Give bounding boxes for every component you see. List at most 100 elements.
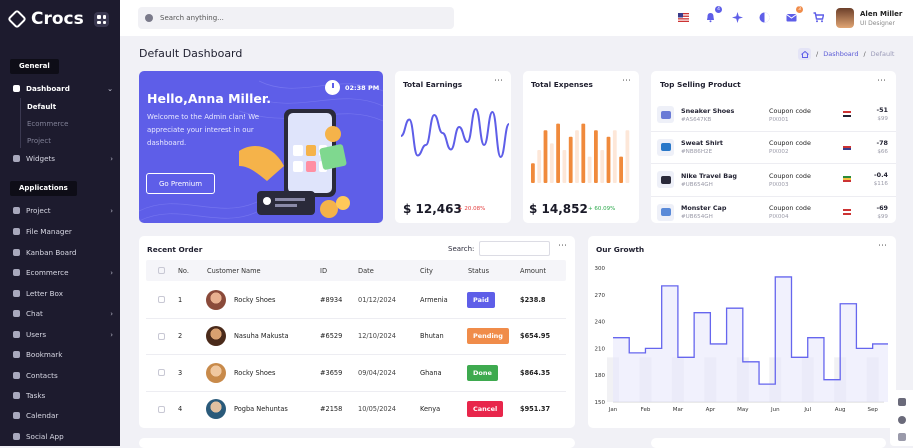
order-city: Bhutan	[420, 332, 444, 340]
product-price: -78 $66	[856, 139, 888, 155]
sidebar-item-letter-box[interactable]: Letter Box	[13, 289, 113, 298]
palette-icon[interactable]	[898, 433, 906, 441]
total-expenses-card: Total Expenses ⋯ $ 14,852 + 60.09%	[523, 71, 639, 223]
col-status[interactable]: Status	[468, 267, 490, 275]
sidebar-subitem-default[interactable]: Default	[27, 103, 57, 111]
search-input[interactable]: Search anything...	[138, 7, 454, 29]
sidebar-item-contacts[interactable]: Contacts	[13, 371, 113, 380]
table-row[interactable]: 2 Nasuha Makusta #6529 12/10/2024 Bhutan…	[146, 318, 566, 355]
expense-bar	[594, 130, 598, 183]
settings-icon[interactable]	[898, 416, 906, 424]
y-tick-label: 150	[595, 400, 606, 406]
customizer-icon[interactable]	[898, 398, 906, 406]
go-premium-button[interactable]: Go Premium	[146, 173, 215, 194]
expense-bar	[568, 136, 573, 183]
user-profile[interactable]: Alen Miller UI Designer	[836, 8, 902, 28]
y-tick-label: 240	[595, 320, 606, 326]
breadcrumb-dashboard[interactable]: Dashboard	[823, 50, 859, 58]
topbar: Search anything... 4 3 Alen Miller UI De…	[120, 0, 913, 36]
table-row[interactable]: 3 Rocky Shoes #3659 09/04/2024 Ghana Don…	[146, 354, 566, 391]
section-applications: Applications	[10, 181, 77, 196]
product-row[interactable]: Monster Cap #UB654GH Coupon code PIX004	[657, 199, 883, 226]
coupon-label: Coupon code	[769, 204, 811, 212]
theme-toggle-icon[interactable]	[759, 12, 770, 23]
x-tick-label: Aug	[835, 407, 846, 413]
product-row[interactable]: Sweat Shirt #NB86H2E Coupon code PIX002	[657, 134, 883, 161]
product-row[interactable]: Nike Travel Bag #UB654GH Coupon code PIX…	[657, 166, 883, 193]
col-city[interactable]: City	[420, 267, 433, 275]
sidebar-item-project[interactable]: Project ›	[13, 206, 113, 215]
col-no[interactable]: No.	[178, 267, 189, 275]
x-tick-label: Sep	[867, 407, 878, 413]
y-tick-label: 180	[595, 373, 606, 379]
earnings-delta: + 20.08%	[458, 206, 486, 212]
more-icon[interactable]: ⋯	[622, 76, 632, 86]
row-checkbox[interactable]	[158, 332, 165, 340]
sidebar-subitem-project[interactable]: Project	[27, 137, 51, 145]
row-checkbox[interactable]	[158, 369, 165, 376]
order-city: Armenia	[420, 295, 448, 304]
home-icon[interactable]	[798, 48, 811, 60]
table-header	[146, 260, 566, 281]
row-checkbox[interactable]	[158, 296, 165, 303]
more-icon[interactable]: ⋯	[558, 241, 568, 251]
growth-area	[613, 276, 888, 402]
sidebar-item-bookmark[interactable]: Bookmark	[13, 350, 113, 359]
sidebar-item-file-manager[interactable]: File Manager	[13, 227, 113, 236]
more-icon[interactable]: ⋯	[877, 76, 887, 86]
expense-bar	[531, 163, 535, 183]
mail-icon	[13, 290, 20, 297]
chevron-right-icon: ›	[110, 309, 113, 318]
sidebar-item-social-app[interactable]: Social App	[13, 432, 113, 441]
country-flag-icon	[843, 208, 851, 215]
expense-bar	[537, 150, 542, 183]
sidebar-subitem-ecommerce[interactable]: Ecommerce	[27, 120, 69, 128]
table-search-input[interactable]	[479, 241, 550, 256]
product-price: -0.4 $116	[856, 171, 888, 187]
sidebar-item-chat[interactable]: Chat ›	[13, 309, 113, 318]
row-checkbox[interactable]	[158, 405, 165, 413]
product-row[interactable]: Sneaker Shoes #AS647KB Coupon code PIX00…	[657, 101, 883, 128]
order-date: 09/04/2024	[358, 368, 397, 377]
sidebar-item-widgets[interactable]: Widgets ›	[13, 154, 113, 163]
status-badge: Pending	[467, 328, 509, 344]
cart-icon[interactable]	[813, 12, 824, 23]
select-all-checkbox[interactable]	[158, 267, 165, 274]
earnings-sparkline	[400, 107, 509, 159]
cart-icon	[13, 269, 20, 276]
mail-icon[interactable]	[786, 12, 797, 23]
coupon-code: PIX002	[769, 149, 789, 155]
apps-grid-icon[interactable]	[94, 12, 109, 27]
sidebar-item-dashboard[interactable]: Dashboard ⌄	[13, 84, 113, 93]
col-id[interactable]: ID	[320, 267, 328, 275]
sparkle-icon[interactable]	[732, 12, 743, 23]
sidebar-item-tasks[interactable]: Tasks	[13, 391, 113, 400]
product-sku: #UB654GH	[681, 214, 713, 220]
table-row[interactable]: 1 Rocky Shoes #8934 01/12/2024 Armenia P…	[146, 281, 566, 318]
us-flag-icon[interactable]	[678, 12, 689, 23]
order-date: 12/10/2024	[358, 332, 397, 340]
bell-icon[interactable]	[705, 12, 716, 23]
product-image	[657, 138, 674, 156]
sidebar-item-calendar[interactable]: Calendar	[13, 411, 113, 420]
table-row[interactable]: 4 Pogba Nehuntas #2158 10/05/2024 Kenya …	[146, 391, 566, 428]
sidebar-item-kanban-board[interactable]: Kanban Board	[13, 248, 113, 257]
y-tick-label: 300	[595, 266, 606, 272]
social-icon	[13, 433, 20, 440]
app-logo[interactable]: Crocs	[7, 9, 84, 29]
col-customer[interactable]: Customer Name	[207, 267, 261, 275]
sidebar-item-users[interactable]: Users ›	[13, 330, 113, 339]
col-amount[interactable]: Amount	[520, 267, 546, 275]
sidebar-item-ecommerce[interactable]: Ecommerce ›	[13, 268, 113, 277]
original-price: $66	[877, 148, 888, 155]
folder-icon	[13, 228, 20, 235]
col-date[interactable]: Date	[358, 267, 374, 275]
avatar	[206, 362, 226, 383]
tasks-icon	[13, 392, 20, 399]
more-icon[interactable]: ⋯	[878, 241, 888, 251]
more-icon[interactable]: ⋯	[494, 76, 504, 86]
avatar	[206, 399, 226, 419]
expense-bar	[612, 130, 617, 183]
expenses-delta: + 60.09%	[588, 206, 616, 212]
original-price: $116	[873, 181, 888, 187]
